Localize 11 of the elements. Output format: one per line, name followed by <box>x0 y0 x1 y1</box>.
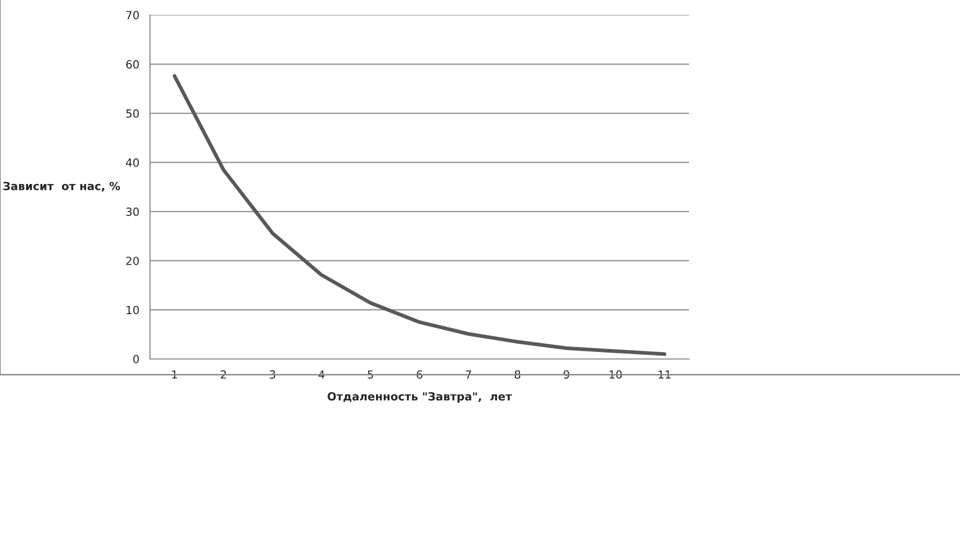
y-tick-label: 20 <box>126 256 139 266</box>
y-tick-label: 70 <box>126 10 139 20</box>
y-tick-label: 0 <box>133 354 139 364</box>
y-axis-title: Зависит от нас, % <box>3 182 120 192</box>
x-axis-title: Отдаленность "Завтра", лет <box>328 392 512 403</box>
y-tick-label: 40 <box>126 158 139 167</box>
y-tick-label: 60 <box>126 60 139 69</box>
line-series <box>172 74 666 356</box>
y-tick-label: 30 <box>126 208 139 216</box>
y-tick-label: 50 <box>126 109 139 118</box>
y-tick-label: 10 <box>126 306 139 314</box>
